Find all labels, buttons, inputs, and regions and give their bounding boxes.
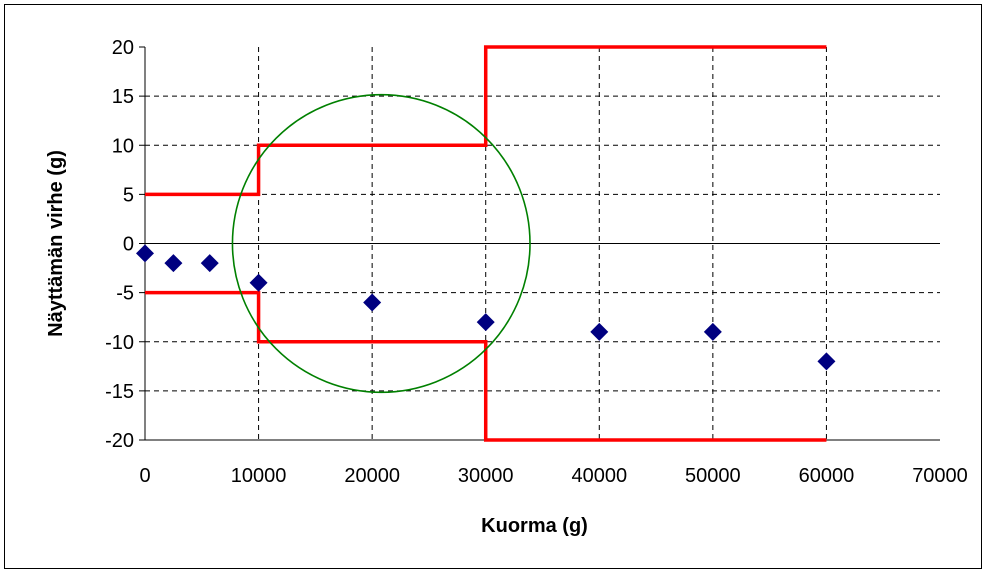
highlight-circle — [231, 93, 531, 394]
y-tick-label: -5 — [116, 283, 134, 305]
x-tick-label: 20000 — [344, 465, 400, 487]
tolerance-lines — [145, 45, 827, 442]
data-point — [590, 322, 609, 341]
x-tick-labels: 0 10000 20000 30000 40000 50000 60000 70000 — [139, 465, 967, 487]
tolerance-limit-line — [145, 45, 827, 197]
data-point — [703, 322, 722, 341]
chart-frame — [4, 4, 982, 569]
x-tick-label: 10000 — [231, 465, 287, 487]
x-tick-label: 40000 — [571, 465, 627, 487]
x-tick-label: 60000 — [799, 465, 855, 487]
x-tick-label: 50000 — [685, 465, 741, 487]
x-tick-label: 0 — [139, 465, 150, 487]
y-tick-label: -20 — [105, 430, 134, 452]
y-tick-label: -15 — [105, 381, 134, 403]
grid-lines — [145, 47, 940, 440]
y-tick-labels: 20 15 10 5 0 -5 -10 -15 -20 — [105, 37, 134, 452]
data-point — [200, 254, 219, 273]
data-point — [363, 293, 382, 312]
data-point — [476, 313, 495, 332]
x-axis-title: Kuorma (g) — [481, 515, 588, 537]
data-point — [164, 254, 183, 273]
data-point — [817, 352, 836, 371]
y-tick-label: 0 — [123, 234, 134, 256]
y-tick-label: 5 — [123, 184, 134, 206]
y-tick-label: 20 — [112, 37, 134, 59]
x-tick-label: 70000 — [912, 465, 968, 487]
data-points — [136, 244, 836, 371]
data-point — [249, 273, 268, 292]
y-tick-label: -10 — [105, 332, 134, 354]
x-tick-label: 30000 — [458, 465, 514, 487]
y-axis-title: Näyttämän virhe (g) — [45, 150, 67, 337]
tolerance-limit-line — [145, 290, 827, 442]
annotation-circle — [231, 93, 531, 394]
plot-area — [139, 46, 940, 441]
data-point — [136, 244, 154, 263]
y-tick-label: 10 — [112, 135, 134, 157]
y-tick-label: 15 — [112, 86, 134, 108]
